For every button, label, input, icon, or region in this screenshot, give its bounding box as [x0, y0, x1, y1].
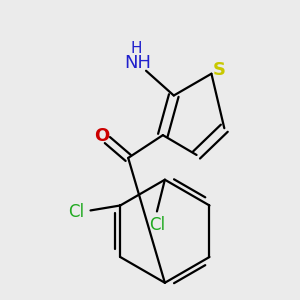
- Text: O: O: [94, 127, 109, 145]
- Text: NH: NH: [124, 54, 152, 72]
- Text: Cl: Cl: [69, 203, 85, 221]
- Text: H: H: [130, 41, 142, 56]
- Text: S: S: [213, 61, 226, 79]
- Text: Cl: Cl: [149, 216, 165, 234]
